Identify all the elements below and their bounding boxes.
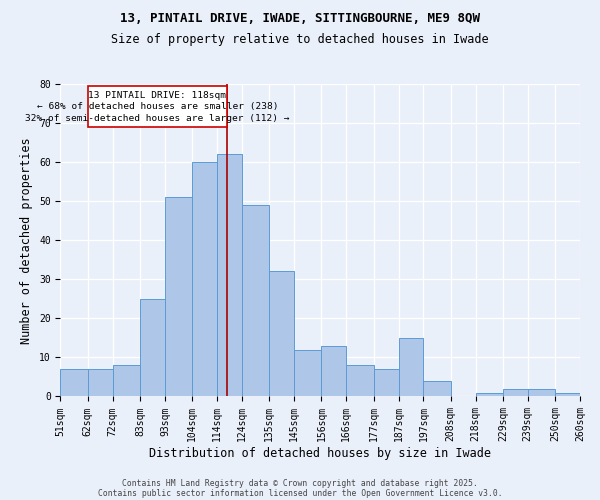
Bar <box>424 381 451 396</box>
Text: Contains public sector information licensed under the Open Government Licence v3: Contains public sector information licen… <box>98 488 502 498</box>
FancyBboxPatch shape <box>88 86 227 127</box>
Bar <box>88 369 113 396</box>
Text: Contains HM Land Registry data © Crown copyright and database right 2025.: Contains HM Land Registry data © Crown c… <box>122 478 478 488</box>
Bar <box>476 392 503 396</box>
Bar <box>217 154 242 396</box>
Bar <box>503 388 528 396</box>
Bar <box>374 369 398 396</box>
Bar <box>398 338 424 396</box>
Bar <box>140 299 165 396</box>
Bar <box>269 272 294 396</box>
Bar <box>242 205 269 396</box>
Text: 32% of semi-detached houses are larger (112) →: 32% of semi-detached houses are larger (… <box>25 114 290 123</box>
Text: ← 68% of detached houses are smaller (238): ← 68% of detached houses are smaller (23… <box>37 102 278 112</box>
Bar <box>294 350 322 397</box>
X-axis label: Distribution of detached houses by size in Iwade: Distribution of detached houses by size … <box>149 447 491 460</box>
Bar <box>555 392 580 396</box>
Bar <box>165 198 192 396</box>
Bar <box>113 365 140 396</box>
Bar <box>346 365 374 396</box>
Bar <box>322 346 346 397</box>
Bar <box>192 162 217 396</box>
Text: Size of property relative to detached houses in Iwade: Size of property relative to detached ho… <box>111 32 489 46</box>
Text: 13 PINTAIL DRIVE: 118sqm: 13 PINTAIL DRIVE: 118sqm <box>88 90 226 100</box>
Bar <box>528 388 555 396</box>
Text: 13, PINTAIL DRIVE, IWADE, SITTINGBOURNE, ME9 8QW: 13, PINTAIL DRIVE, IWADE, SITTINGBOURNE,… <box>120 12 480 26</box>
Y-axis label: Number of detached properties: Number of detached properties <box>20 137 34 344</box>
Bar <box>61 369 88 396</box>
